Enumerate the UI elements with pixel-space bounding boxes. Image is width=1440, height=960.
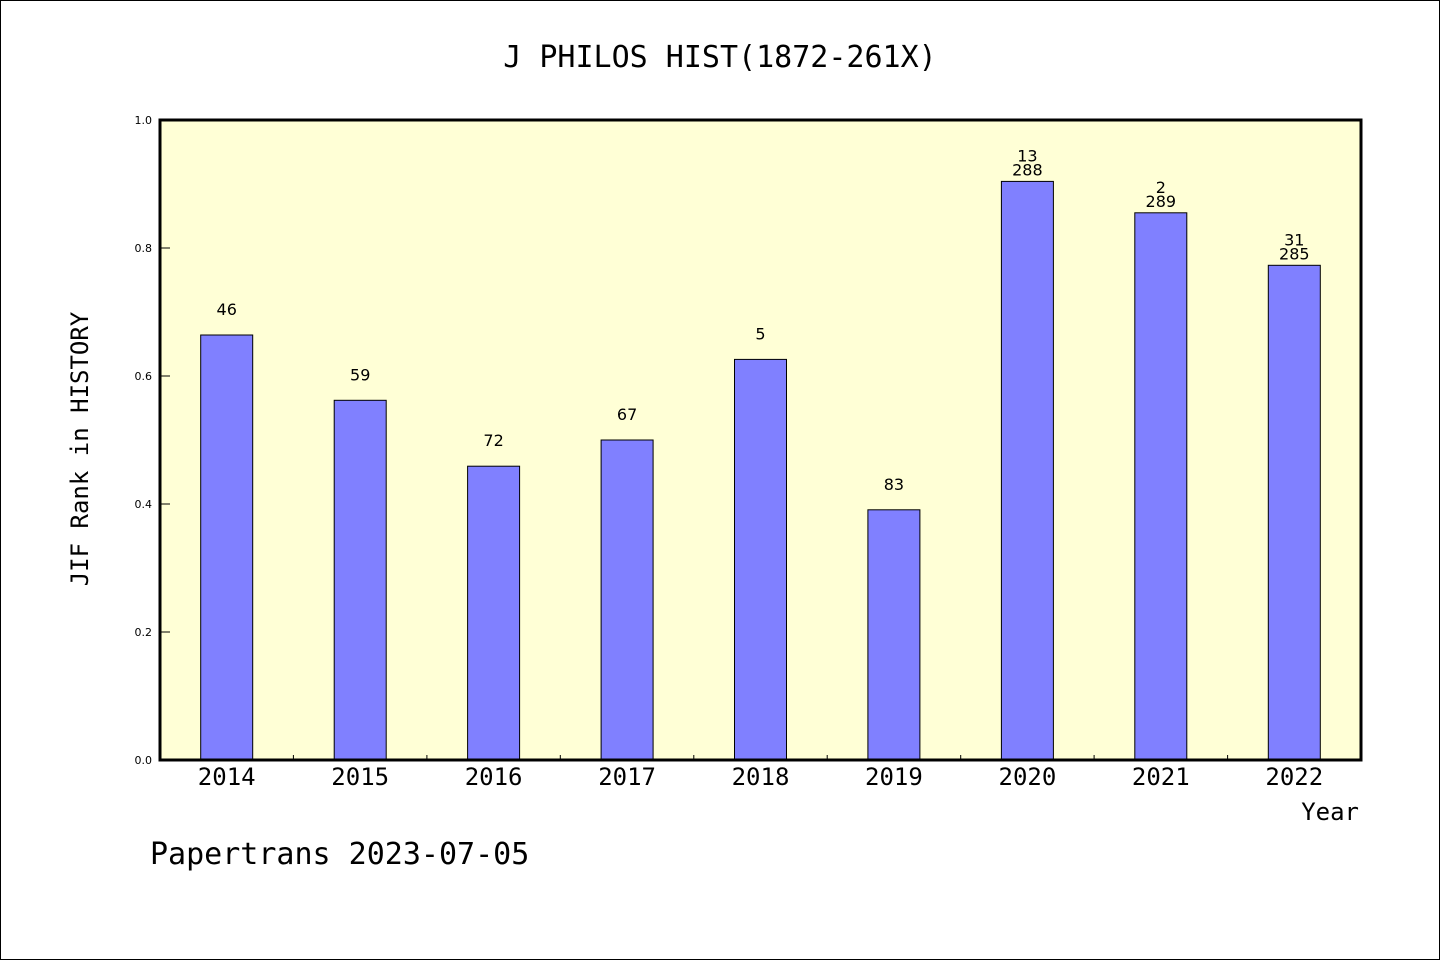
bar-2019 bbox=[867, 509, 921, 761]
bar-2015 bbox=[333, 399, 387, 761]
x-axis: 2014 2015 2016 2017 2018 2019 2020 2021 2022 bbox=[198, 755, 1323, 791]
x-tick-label: 2015 bbox=[331, 763, 389, 791]
bars-group bbox=[200, 180, 1321, 761]
x-tick-label: 2014 bbox=[198, 763, 256, 791]
y-tick-label: 0.0 bbox=[135, 754, 153, 767]
bar-rank-label: 59 bbox=[350, 365, 370, 384]
y-axis: 0.0 0.2 0.4 0.6 0.8 1.0 bbox=[135, 114, 170, 767]
bar-2021 bbox=[1134, 212, 1188, 761]
x-axis-label: Year bbox=[1301, 798, 1359, 826]
y-tick-label: 0.4 bbox=[135, 498, 153, 511]
bar-rank-label: 83 bbox=[884, 475, 904, 494]
bar-2020 bbox=[1000, 180, 1054, 761]
bar-rank-label: 31 bbox=[1284, 230, 1304, 249]
bar-rank-label: 72 bbox=[483, 431, 503, 450]
x-tick-label: 2018 bbox=[732, 763, 790, 791]
bar-total-label: 288 bbox=[1012, 160, 1043, 179]
y-tick-label: 0.8 bbox=[135, 242, 153, 255]
bar-rank-label: 2 bbox=[1156, 178, 1166, 197]
y-tick-label: 0.2 bbox=[135, 626, 153, 639]
bar-total-label: 289 bbox=[1146, 192, 1177, 211]
y-tick-label: 1.0 bbox=[135, 114, 153, 127]
bar-total-label: 285 bbox=[1279, 244, 1310, 263]
bar-rank-label: 46 bbox=[217, 300, 237, 319]
x-tick-label: 2022 bbox=[1265, 763, 1323, 791]
x-tick-label: 2020 bbox=[999, 763, 1057, 791]
bar-rank-label: 5 bbox=[755, 324, 765, 343]
bar-2016 bbox=[467, 465, 521, 761]
y-tick-label: 0.6 bbox=[135, 370, 153, 383]
bar-2018 bbox=[734, 358, 787, 761]
x-tick-label: 2019 bbox=[865, 763, 923, 791]
bar-rank-label: 13 bbox=[1017, 146, 1037, 165]
x-tick-label: 2016 bbox=[465, 763, 523, 791]
bar-2014 bbox=[200, 334, 254, 761]
x-tick-label: 2021 bbox=[1132, 763, 1190, 791]
bar-2022 bbox=[1267, 264, 1321, 761]
footer-credit: Papertrans 2023-07-05 bbox=[150, 837, 529, 872]
y-axis-label: JIF Rank in HISTORY bbox=[66, 311, 94, 586]
plot-border bbox=[158, 118, 1363, 762]
x-tick-label: 2017 bbox=[598, 763, 656, 791]
bar-2017 bbox=[600, 439, 654, 761]
chart-title: J PHILOS HIST(1872-261X) bbox=[503, 40, 936, 75]
bar-rank-label: 67 bbox=[617, 405, 637, 424]
